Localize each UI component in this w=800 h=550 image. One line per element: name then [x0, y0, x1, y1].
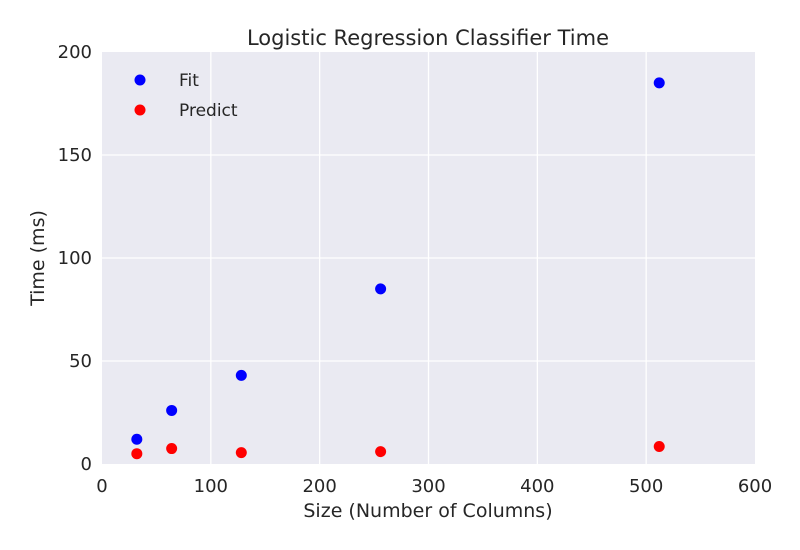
chart-title: Logistic Regression Classifier Time [247, 26, 609, 50]
y-tick-labels: 0 50 100 150 200 [58, 42, 92, 475]
x-tick-label: 200 [302, 476, 336, 497]
y-tick-label: 150 [58, 145, 92, 166]
y-axis-label: Time (ms) [27, 210, 49, 307]
legend-label-fit: Fit [179, 71, 199, 91]
data-point-fit [375, 283, 387, 295]
x-tick-label: 100 [194, 476, 228, 497]
legend-label-predict: Predict [179, 101, 238, 121]
data-points [131, 77, 665, 460]
x-tick-label: 300 [411, 476, 445, 497]
data-point-predict [235, 447, 247, 459]
x-tick-label: 400 [520, 476, 554, 497]
data-point-fit [131, 433, 143, 445]
legend-marker-fit [134, 74, 146, 86]
x-tick-label: 0 [96, 476, 107, 497]
y-tick-label: 50 [69, 351, 92, 372]
y-tick-label: 0 [81, 454, 92, 475]
y-tick-label: 200 [58, 42, 92, 63]
data-point-fit [235, 369, 247, 381]
y-tick-label: 100 [58, 248, 92, 269]
x-tick-label: 500 [629, 476, 663, 497]
grid [102, 52, 755, 464]
data-point-fit [653, 77, 665, 89]
data-point-predict [375, 446, 387, 458]
x-tick-label: 600 [738, 476, 772, 497]
data-point-predict [166, 443, 178, 455]
data-point-predict [131, 448, 143, 460]
legend-marker-predict [134, 104, 146, 116]
x-axis-label: Size (Number of Columns) [303, 500, 552, 522]
legend: Fit Predict [134, 71, 238, 121]
data-point-predict [653, 440, 665, 452]
data-point-fit [166, 404, 178, 416]
x-tick-labels: 0 100 200 300 400 500 600 [96, 476, 772, 497]
